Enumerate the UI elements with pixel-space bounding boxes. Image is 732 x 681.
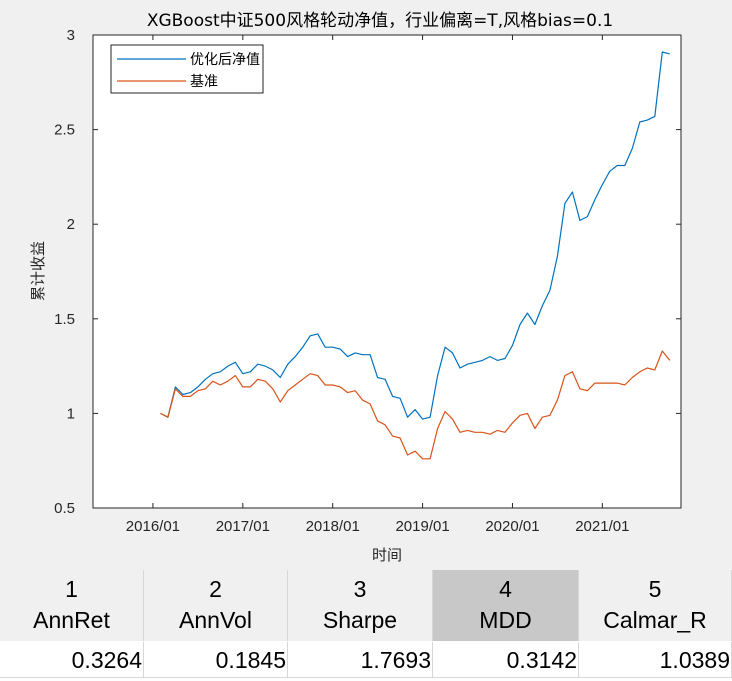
y-tick-label: 0.5	[54, 500, 75, 517]
column-header-sharpe[interactable]: 3 Sharpe	[288, 570, 433, 641]
column-name: Calmar_R	[603, 607, 707, 633]
column-header-mdd[interactable]: 4 MDD	[433, 570, 579, 641]
results-table: 1 AnnRet 2 AnnVol 3 Sharpe 4 MDD 5 Calma…	[0, 570, 732, 681]
cell-value: 1.7693	[360, 647, 431, 673]
table-cell-annret[interactable]: 0.3264	[0, 642, 144, 678]
table-cell-calmar[interactable]: 1.0389	[579, 642, 732, 678]
x-tick-label: 2020/01	[485, 518, 539, 535]
table-cell-mdd[interactable]: 0.3142	[433, 642, 579, 678]
y-tick-label: 2.5	[54, 122, 75, 139]
plot-area	[92, 34, 682, 509]
column-name: AnnRet	[33, 607, 110, 633]
column-name: AnnVol	[179, 607, 252, 633]
column-index: 1	[65, 576, 78, 602]
column-index: 3	[353, 576, 367, 602]
series-line-benchmark	[160, 350, 671, 460]
y-tick-label: 2	[67, 216, 75, 233]
legend: 优化后净值 基准	[110, 44, 264, 94]
column-header-calmar[interactable]: 5 Calmar_R	[579, 570, 732, 641]
column-name: Sharpe	[322, 607, 398, 633]
x-tick-label: 2021/01	[575, 518, 629, 535]
y-tick-label: 1	[67, 405, 75, 422]
series-line-optimized	[160, 51, 670, 420]
column-header-annvol[interactable]: 2 AnnVol	[144, 570, 288, 641]
x-tick-label: 2017/01	[216, 518, 270, 535]
legend-box	[110, 44, 264, 94]
legend-label-benchmark: 基准	[190, 73, 218, 90]
legend-label-optimized: 优化后净值	[190, 52, 260, 68]
x-axis-label: 时间	[372, 546, 402, 564]
cell-value: 0.1845	[215, 647, 286, 673]
column-index: 4	[499, 576, 512, 602]
column-header-annret[interactable]: 1 AnnRet	[0, 570, 144, 641]
column-name: MDD	[479, 607, 532, 633]
chart-figure: 0.5 1 1.5 2 2.5 3 2016/01 2017/01 2018/01 2019/01…	[29, 11, 682, 564]
x-tick-label: 2018/01	[306, 518, 360, 535]
cell-value: 0.3142	[506, 647, 577, 673]
chart-title: XGBoost中证500风格轮动净值，行业偏离=T,风格bias=0.1	[147, 11, 613, 31]
table-cell-sharpe[interactable]: 1.7693	[288, 642, 433, 678]
y-tick-label: 3	[67, 27, 75, 44]
x-tick-label: 2019/01	[395, 518, 449, 535]
y-tick-label: 1.5	[54, 311, 75, 328]
cell-value: 0.3264	[71, 647, 142, 673]
column-index: 5	[648, 576, 662, 602]
table-cell-annvol[interactable]: 0.1845	[144, 642, 288, 678]
cell-value: 1.0389	[659, 647, 730, 673]
column-index: 2	[209, 576, 222, 602]
x-tick-label: 2016/01	[126, 518, 180, 535]
y-axis-label: 累计收益	[29, 241, 47, 301]
